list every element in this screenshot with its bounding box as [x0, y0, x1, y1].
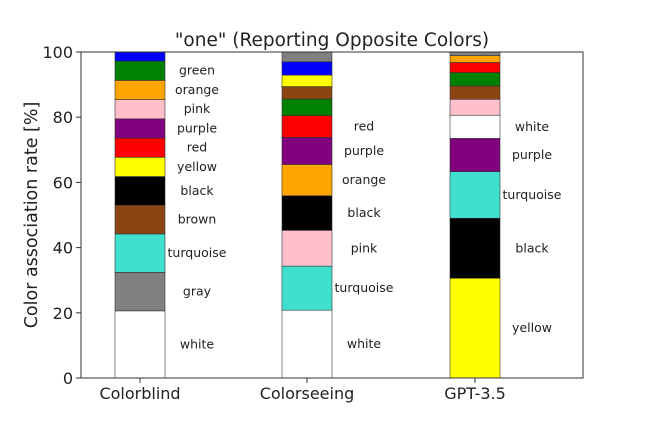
bar-segment	[114, 51, 166, 62]
segment-label: purple	[512, 147, 552, 162]
bar-segment	[114, 118, 166, 139]
bar-segment	[449, 72, 501, 87]
bar-segment	[449, 138, 501, 172]
bar-segment	[449, 98, 501, 116]
bar-segment	[281, 74, 333, 87]
segment-label: black	[180, 183, 214, 198]
segment-label: red	[354, 118, 375, 133]
segment-label: green	[179, 63, 215, 78]
bar-segment	[114, 99, 166, 120]
segment-label: pink	[351, 240, 378, 255]
segment-label: black	[347, 205, 381, 220]
segment-label: turquoise	[168, 245, 227, 260]
plot-area: 0 20 40 60 80 100 white gray turquoise brown black…	[42, 43, 584, 403]
x-tick-label: Colorblind	[99, 384, 180, 403]
segment-label: turquoise	[335, 280, 394, 295]
segment-label: pink	[184, 101, 211, 116]
bar-segment	[114, 156, 166, 177]
segment-label: red	[187, 140, 208, 155]
bar-segment	[114, 60, 166, 81]
bar-segment	[449, 114, 501, 139]
segment-label: white	[347, 336, 382, 351]
bar-segment	[449, 51, 501, 56]
segment-label: brown	[178, 212, 217, 227]
bar-segment	[114, 80, 166, 100]
segment-label: turquoise	[503, 187, 562, 202]
bar-segment	[281, 309, 333, 379]
segment-label: gray	[183, 284, 212, 299]
segment-label: purple	[344, 143, 384, 158]
y-tick-label: 20	[53, 304, 73, 323]
bar-segment	[281, 230, 333, 267]
bar-segment	[281, 265, 333, 311]
axes-frame	[80, 51, 584, 379]
y-tick-label: 60	[53, 173, 73, 192]
bar-segment	[114, 272, 166, 312]
bar-segment	[114, 310, 166, 379]
bar-segment	[281, 164, 333, 197]
bar-segment	[281, 137, 333, 165]
bar-segment	[281, 86, 333, 100]
segment-label: orange	[342, 172, 386, 187]
bar-segment	[449, 55, 501, 63]
bar-segment	[449, 62, 501, 73]
bar-segment	[449, 171, 501, 219]
segment-label: black	[515, 240, 549, 255]
bar-segment	[281, 195, 333, 231]
y-tick-label: 40	[53, 239, 73, 258]
bar-segment	[281, 98, 333, 116]
segment-label: white	[515, 119, 550, 134]
bar-segment	[449, 217, 501, 279]
segment-label: white	[180, 336, 215, 351]
bar-segment	[449, 277, 501, 379]
chart-title: "one" (Reporting Opposite Colors)	[175, 30, 489, 51]
x-tick-label: Colorseeing	[260, 384, 355, 403]
bar-segment	[281, 61, 333, 76]
y-tick-label: 0	[63, 369, 73, 388]
y-axis-label: Color association rate [%]	[22, 102, 42, 329]
bar-segment	[281, 51, 333, 63]
segment-label: yellow	[512, 320, 552, 335]
segment-label: orange	[175, 82, 219, 97]
y-tick-label: 80	[53, 108, 73, 127]
bar-segment	[449, 85, 501, 100]
segment-label: yellow	[177, 159, 217, 174]
bar-segment	[114, 204, 166, 235]
segment-label: purple	[177, 120, 217, 135]
y-tick-label: 100	[42, 43, 73, 62]
bar-segment	[281, 115, 333, 138]
bar-segment	[114, 176, 166, 206]
bar-segment	[114, 137, 166, 158]
x-tick-label: GPT-3.5	[444, 384, 506, 403]
bar-segment	[114, 233, 166, 273]
